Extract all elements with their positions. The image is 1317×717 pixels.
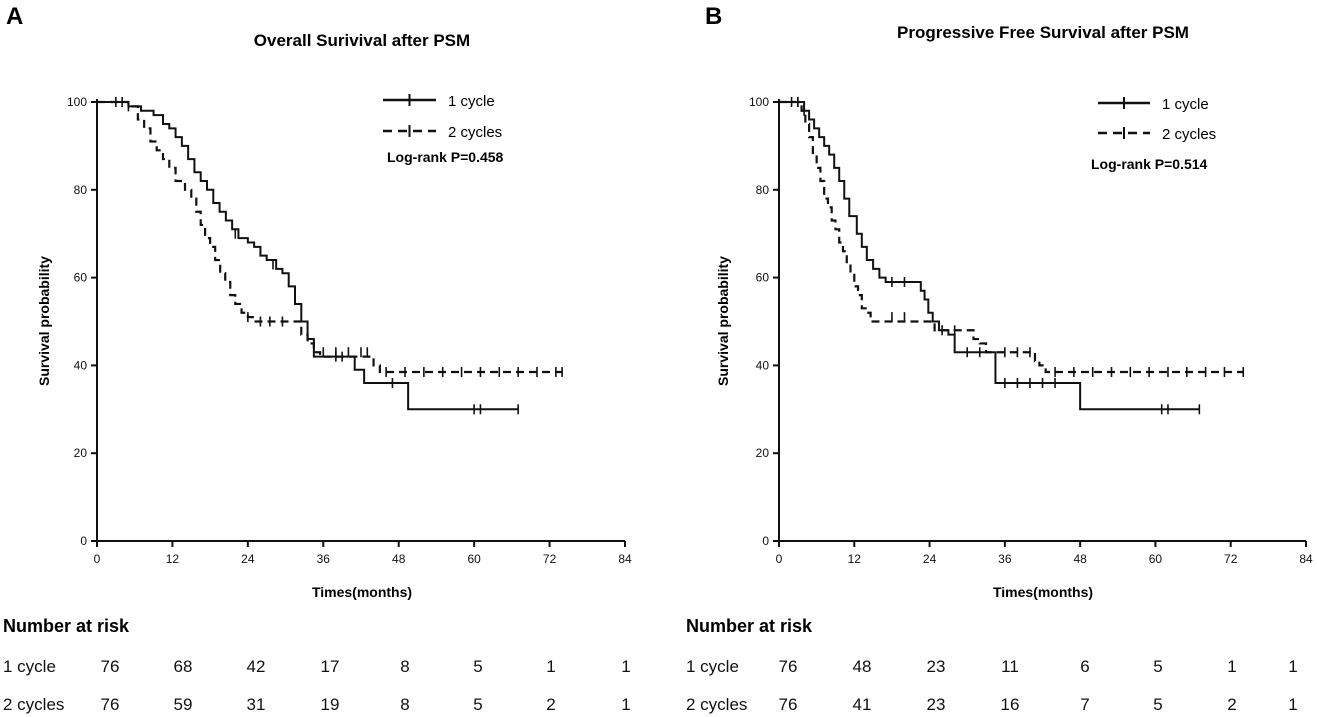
risk-count: 11 xyxy=(1001,657,1019,676)
log-rank-annotation: Log-rank P=0.514 xyxy=(1091,156,1208,172)
panel-letter: A xyxy=(6,3,23,30)
survival-curves xyxy=(779,97,1245,415)
y-tick-label: 0 xyxy=(80,534,87,548)
risk-count: 1 xyxy=(1288,657,1297,676)
legend-label-2-cycles: 2 cycles xyxy=(448,124,502,141)
risk-count: 23 xyxy=(927,695,946,714)
log-rank-annotation: Log-rank P=0.458 xyxy=(387,149,504,165)
x-tick-label: 72 xyxy=(1224,552,1238,566)
series-line-2-cycles xyxy=(97,100,563,374)
x-tick-label: 12 xyxy=(166,552,180,566)
x-tick-label: 48 xyxy=(1073,552,1087,566)
x-tick-label: 0 xyxy=(94,552,101,566)
series-line-2-cycles xyxy=(779,100,1244,374)
risk-count: 19 xyxy=(321,695,340,714)
panel-a: A Overall Surivival after PSM Survival p… xyxy=(6,3,632,600)
risk-count: 1 xyxy=(1227,657,1236,676)
risk-row-label: 2 cycles xyxy=(3,695,64,714)
risk-count: 5 xyxy=(473,657,482,676)
risk-count: 59 xyxy=(174,695,193,714)
risk-count: 7 xyxy=(1080,695,1089,714)
x-tick-label: 36 xyxy=(317,552,331,566)
panel-b: B Progressive Free Survival after PSM Su… xyxy=(705,3,1313,600)
panel-letter: B xyxy=(705,3,722,30)
risk-count: 8 xyxy=(400,657,409,676)
x-tick-label: 36 xyxy=(998,552,1012,566)
risk-count: 1 xyxy=(1288,695,1297,714)
risk-count: 5 xyxy=(1153,695,1162,714)
risk-count: 76 xyxy=(779,695,798,714)
y-tick-label: 60 xyxy=(74,271,88,285)
risk-table-heading: Number at risk xyxy=(3,616,130,636)
risk-count: 2 xyxy=(546,695,555,714)
y-tick-label: 80 xyxy=(756,183,770,197)
x-tick-label: 24 xyxy=(241,552,255,566)
risk-count: 23 xyxy=(927,657,946,676)
risk-count: 1 xyxy=(621,657,630,676)
risk-table-rows: 1 cycle 76 48 23 11 6 5 1 12 cycles 76 41 23 16 7 5 2 1 xyxy=(686,657,1298,714)
risk-table-a: Number at risk 1 cycle 76 68 42 17 8 5 1 1 2 cycl… xyxy=(3,616,631,714)
legend: 1 cycle 2 cycles Log-rank P=0.458 xyxy=(383,93,504,165)
x-tick-label: 84 xyxy=(618,552,632,566)
legend-label-2-cycles: 2 cycles xyxy=(1162,126,1216,143)
x-tick-label: 48 xyxy=(392,552,406,566)
risk-table-rows: 1 cycle 76 68 42 17 8 5 1 1 2 cycles 76 59 31 19 8 5 2 1 xyxy=(3,657,631,714)
risk-count: 5 xyxy=(473,695,482,714)
survival-curves xyxy=(97,97,563,415)
y-axis-label: Survival probability xyxy=(36,256,52,386)
x-tick-label: 84 xyxy=(1299,552,1313,566)
risk-count: 48 xyxy=(853,657,872,676)
x-tick-label: 60 xyxy=(1149,552,1163,566)
x-axis-label: Times(months) xyxy=(312,584,412,600)
y-tick-label: 20 xyxy=(74,446,88,460)
risk-count: 31 xyxy=(247,695,266,714)
axes: 0 20 40 60 80 100 0 12 24 36 48 60 72 84 xyxy=(67,95,632,566)
risk-row-label: 1 cycle xyxy=(3,657,56,676)
y-tick-label: 100 xyxy=(749,95,769,109)
risk-count: 6 xyxy=(1080,657,1089,676)
x-tick-label: 72 xyxy=(543,552,557,566)
axes: 0 20 40 60 80 100 0 12 24 36 48 60 72 84 xyxy=(749,95,1313,566)
risk-count: 76 xyxy=(101,695,120,714)
y-tick-label: 60 xyxy=(756,271,770,285)
chart-title: Overall Surivival after PSM xyxy=(254,31,470,50)
risk-count: 2 xyxy=(1227,695,1236,714)
y-tick-label: 40 xyxy=(756,358,770,372)
risk-table-b: Number at risk 1 cycle 76 48 23 11 6 5 1 12 cycl… xyxy=(686,616,1298,714)
x-tick-label: 0 xyxy=(776,552,783,566)
risk-row-label: 2 cycles xyxy=(686,695,747,714)
x-tick-label: 24 xyxy=(923,552,937,566)
y-tick-label: 20 xyxy=(756,446,770,460)
y-tick-label: 0 xyxy=(762,534,769,548)
risk-row-label: 1 cycle xyxy=(686,657,739,676)
risk-count: 76 xyxy=(101,657,120,676)
y-tick-label: 40 xyxy=(74,358,88,372)
risk-count: 8 xyxy=(400,695,409,714)
x-tick-label: 60 xyxy=(467,552,481,566)
risk-count: 68 xyxy=(174,657,193,676)
series-line-1-cycle xyxy=(97,101,519,411)
risk-count: 1 xyxy=(621,695,630,714)
legend: 1 cycle 2 cycles Log-rank P=0.514 xyxy=(1091,96,1216,172)
series-line-1-cycle xyxy=(779,101,1200,411)
risk-table-heading: Number at risk xyxy=(686,616,813,636)
y-axis-label: Survival probability xyxy=(715,256,731,386)
chart-title: Progressive Free Survival after PSM xyxy=(897,23,1189,42)
risk-count: 5 xyxy=(1153,657,1162,676)
y-tick-label: 80 xyxy=(74,183,88,197)
legend-label-1-cycle: 1 cycle xyxy=(1162,96,1209,113)
y-tick-label: 100 xyxy=(67,95,87,109)
risk-count: 76 xyxy=(779,657,798,676)
legend-label-1-cycle: 1 cycle xyxy=(448,93,495,110)
risk-count: 16 xyxy=(1001,695,1020,714)
risk-count: 42 xyxy=(247,657,266,676)
risk-count: 17 xyxy=(321,657,340,676)
risk-count: 1 xyxy=(546,657,555,676)
x-tick-label: 12 xyxy=(848,552,862,566)
x-axis-label: Times(months) xyxy=(993,584,1093,600)
risk-count: 41 xyxy=(853,695,872,714)
